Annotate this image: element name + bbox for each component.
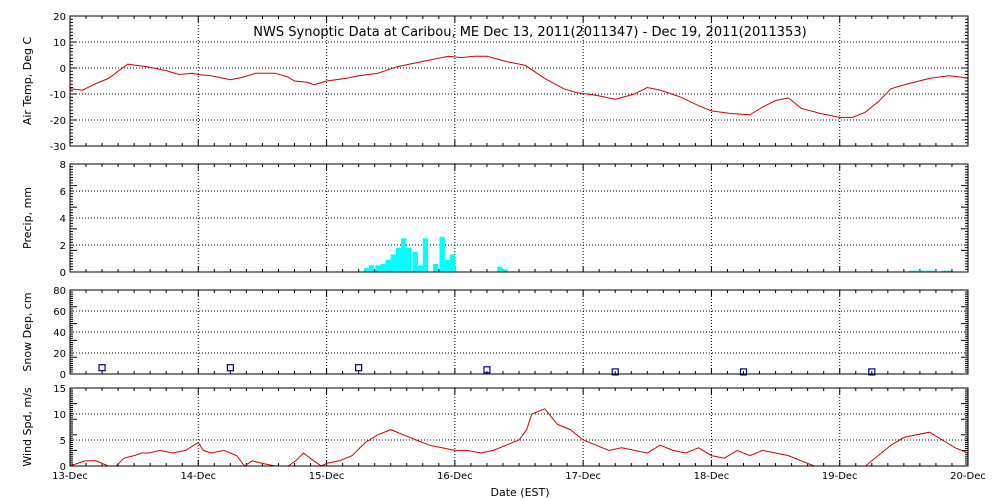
- y-tick-label: 4: [60, 214, 66, 225]
- precip-bar: [908, 270, 915, 272]
- y-tick-label: 20: [53, 12, 66, 23]
- x-tick-label: 20-Dec: [950, 471, 986, 482]
- x-tick-label: 14-Dec: [180, 471, 216, 482]
- y-tick-label: -20: [50, 116, 66, 127]
- y-tick-label: 10: [53, 38, 66, 49]
- precip-bar: [449, 254, 456, 272]
- precip-bar: [363, 267, 370, 272]
- snow-point: [483, 366, 491, 374]
- precip-bar: [930, 270, 937, 272]
- y-tick-label: 0: [60, 370, 66, 381]
- panel-precip: 8 6 4 2 0 Precip, mm: [21, 160, 969, 279]
- panel-wind: 15 10 5 0 Wind Spd, m/s: [21, 384, 969, 473]
- y-axis-title: Precip, mm: [21, 187, 34, 249]
- snow-point: [739, 368, 748, 376]
- x-tick-label: 15-Dec: [309, 471, 345, 482]
- chart-title: NWS Synoptic Data at Caribou, ME Dec 13,…: [253, 25, 806, 40]
- panel-frame: [69, 163, 969, 273]
- precip-bar: [400, 238, 407, 272]
- precip-bar: [422, 238, 429, 272]
- precip-bar: [390, 254, 397, 272]
- snow-point: [611, 368, 619, 376]
- y-axis-title: Wind Spd, m/s: [21, 387, 34, 467]
- precip-bar: [433, 263, 439, 272]
- x-tick-label: 19-Dec: [822, 471, 858, 482]
- precip-bar: [375, 265, 381, 272]
- precip-bar: [444, 259, 450, 272]
- precip-bar: [368, 265, 375, 272]
- snow-point: [226, 364, 234, 372]
- precip-bar: [417, 265, 423, 272]
- y-tick-label: 2: [60, 241, 66, 252]
- precip-bar: [380, 263, 386, 272]
- precip-bar: [946, 270, 952, 272]
- x-axis-title: Date (EST): [490, 486, 549, 499]
- panel-temp: 20 10 0 -10 -20 -30 Air Temp, Deg C: [21, 12, 969, 153]
- x-tick-label: 17-Dec: [565, 471, 601, 482]
- x-tick-label: 16-Dec: [437, 471, 473, 482]
- series-line-temp: [69, 55, 969, 118]
- y-tick-label: 8: [60, 160, 66, 171]
- panel-frame: [69, 387, 969, 467]
- snow-point: [355, 364, 363, 372]
- y-tick-label: 80: [53, 286, 66, 297]
- y-tick-label: 15: [53, 384, 66, 395]
- y-tick-label: 0: [60, 462, 66, 473]
- y-tick-label: 0: [60, 268, 66, 279]
- precip-bar: [925, 270, 932, 272]
- x-tick-label: 13-Dec: [52, 471, 88, 482]
- y-tick-label: -10: [50, 90, 66, 101]
- precip-bar: [385, 259, 391, 272]
- y-tick-label: 20: [53, 349, 66, 360]
- y-tick-label: 40: [53, 328, 66, 339]
- y-tick-label: 10: [53, 410, 66, 421]
- x-tick-label: 18-Dec: [694, 471, 730, 482]
- y-tick-label: -30: [50, 142, 66, 153]
- y-tick-label: 6: [60, 187, 66, 198]
- y-tick-label: 60: [53, 307, 66, 318]
- snow-point: [868, 368, 876, 376]
- y-tick-label: 5: [60, 436, 66, 447]
- y-axis-title: Air Temp, Deg C: [21, 37, 34, 126]
- precip-bar: [919, 270, 925, 272]
- precip-bar: [412, 251, 418, 272]
- precip-bar: [395, 247, 402, 272]
- panel-frame: [69, 15, 969, 147]
- precip-bar: [439, 236, 445, 272]
- precip-bar: [406, 247, 412, 272]
- y-tick-label: 0: [60, 64, 66, 75]
- precip-bar: [502, 269, 508, 272]
- series-line-wind: [69, 408, 969, 467]
- precip-bar: [941, 270, 947, 272]
- precip-bar: [914, 270, 920, 272]
- y-axis-title: Snow Dep, cm: [21, 292, 34, 371]
- panel-frame: [69, 289, 969, 375]
- panel-snow: 80 60 40 20 0 Snow Dep, cm: [21, 286, 969, 381]
- precip-bar: [497, 266, 503, 272]
- snow-point: [98, 364, 106, 372]
